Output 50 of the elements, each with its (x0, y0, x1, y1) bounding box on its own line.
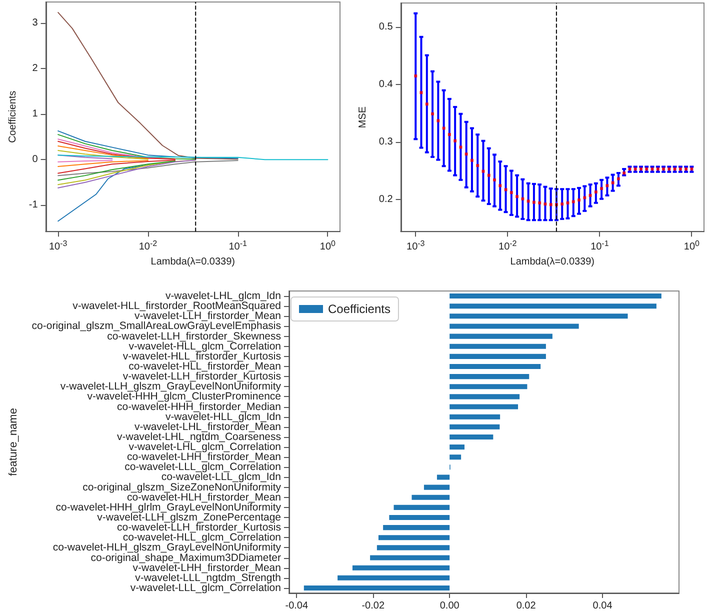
y-tick-label: 0.4 (378, 79, 394, 90)
y-tick-label: co-wavelet-HLL_firstorder_Mean (128, 360, 282, 372)
y-tick-label: v-wavelet-LLH_firstorder_Kurtosis (122, 370, 281, 383)
y-tick-label: v-wavelet-HLL_glcm_Idn (165, 410, 282, 423)
y-tick-label: co-wavelet-HHH_glrlm_GrayLevelNonUniformity (56, 501, 282, 514)
y-tick-label: -1 (28, 200, 38, 211)
y-tick-label: co-original_glszm_SmallAreaLowGrayLevelEmphasis (32, 320, 281, 332)
y-tick-label: v-wavelet-HLL_glcm_Correlation (128, 340, 282, 352)
x-tick-label: -0.04 (285, 600, 308, 612)
x-tick-label: 0.02 (516, 600, 536, 612)
y-tick-label: co-wavelet-LHH_firstorder_Mean (126, 451, 282, 464)
y-tick-label: 0.5 (378, 22, 394, 33)
y-tick-label: 1 (32, 108, 38, 120)
y-axis-title: feature_name (8, 408, 20, 476)
y-tick-label: co-wavelet-LLL_glcm_Idn (161, 471, 282, 484)
x-tick-label: -0.02 (362, 600, 385, 612)
y-tick-label: v-wavelet-HHH_glcm_ClusterProminence (87, 390, 282, 403)
y-tick-label: co-wavelet-HLH_glszm_GrayLevelNonUniformity (52, 542, 282, 554)
y-tick-label: co-wavelet-LLH_firstorder_Skewness (107, 330, 281, 342)
x-axis-title: Lambda(λ=0.0339) (150, 256, 236, 268)
y-tick-label: v-wavelet-LHL_glcm_Correlation (128, 441, 282, 454)
y-tick-label: v-wavelet-LHL_ngtdm_Coarseness (117, 430, 281, 443)
y-tick-label: v-wavelet-LHH_firstorder_Mean (132, 562, 282, 574)
x-tick-label: 0.00 (440, 600, 460, 612)
y-tick-label: v-wavelet-LLL_glcm_Correlation (130, 582, 282, 594)
y-tick-label: 2 (32, 63, 38, 74)
y-tick-label: 0.3 (378, 136, 394, 148)
y-tick-label: co-wavelet-HLL_glcm_Correlation (122, 532, 282, 544)
y-tick-label: v-wavelet-LLH_glszm_ZonePercentage (97, 512, 282, 524)
y-tick-label: co-wavelet-HHH_firstorder_Median (117, 400, 282, 413)
y-tick-label: v-wavelet-LHL_firstorder_Mean (134, 420, 282, 433)
y-tick-label: co-original_glszm_SizeZoneNonUniformity (82, 481, 282, 494)
legend-label: Coefficients (328, 302, 390, 316)
y-tick-label: v-wavelet-LLH_firstorder_Mean (134, 310, 282, 322)
y-axis-title: Coefficients (8, 90, 18, 143)
y-tick-label: v-wavelet-HLL_firstorder_Kurtosis (122, 350, 281, 362)
x-axis-title: Lambda(λ=0.0339) (510, 256, 595, 268)
y-tick-label: v-wavelet-LLL_ngtdm_Strength (135, 572, 282, 584)
x-tick-label: 0.04 (592, 600, 613, 612)
y-tick-label: co-wavelet-LLL_glcm_Correlation (124, 461, 282, 474)
y-axis-title: MSE (358, 106, 368, 128)
y-tick-label: co-wavelet-HLH_firstorder_Mean (126, 491, 282, 504)
y-tick-label: v-wavelet-LHL_glcm_Idn (165, 290, 282, 302)
y-tick-label: 0.2 (378, 194, 394, 205)
y-tick-label: v-wavelet-HLL_firstorder_RootMeanSquared (72, 300, 282, 312)
y-tick-label: 3 (32, 17, 38, 28)
y-tick-label: 0 (32, 154, 38, 166)
y-tick-label: v-wavelet-LLH_glszm_GrayLevelNonUniformity (60, 380, 282, 393)
y-tick-label: co-wavelet-LLH_firstorder_Kurtosis (117, 522, 281, 534)
y-tick-label: co-original_shape_Maximum3DDiameter (90, 552, 282, 564)
